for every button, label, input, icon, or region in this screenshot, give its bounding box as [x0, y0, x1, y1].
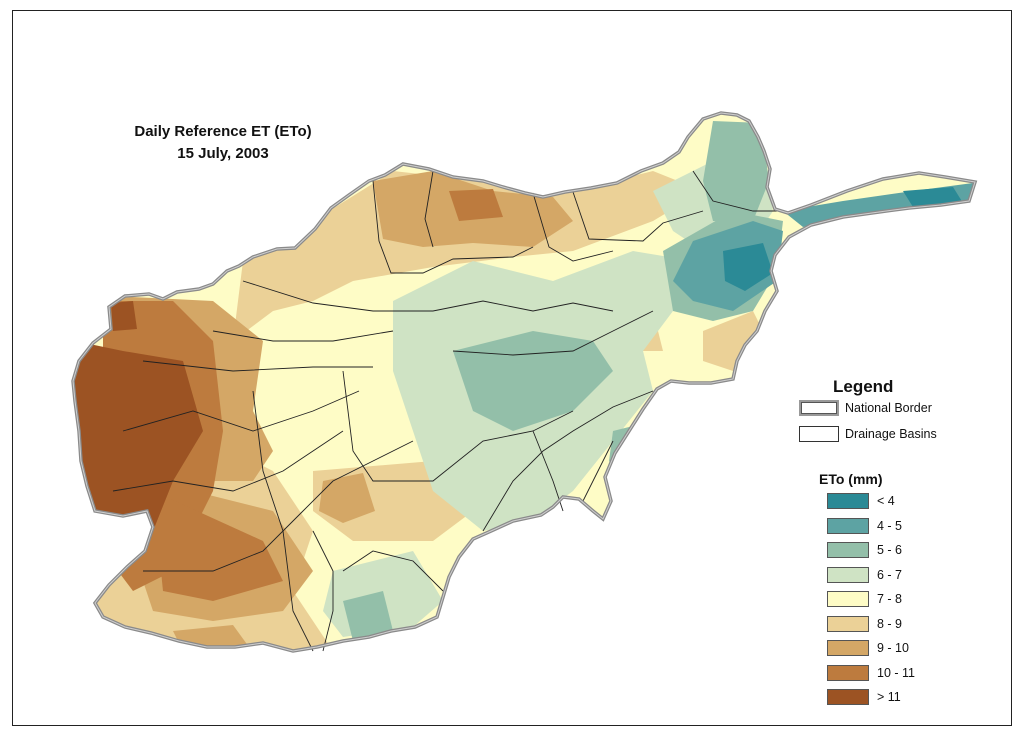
national-border-swatch	[799, 400, 839, 416]
map-frame: Daily Reference ET (ETo) 15 July, 2003 L…	[12, 10, 1012, 726]
eto-class-swatch	[827, 566, 869, 583]
eto-class-row: > 11	[827, 689, 901, 705]
eto-class-swatch	[827, 542, 869, 558]
eto-class-swatch	[827, 615, 869, 632]
map-date: 15 July, 2003	[177, 145, 269, 162]
eto-class-row: 6 - 7	[827, 566, 903, 583]
map-title: Daily Reference ET (ETo)	[134, 123, 312, 140]
legend-national-border: National Border	[799, 399, 932, 417]
drainage-basins-swatch	[799, 426, 839, 442]
legend-title: Legend	[833, 377, 894, 396]
eto-class-label: 5 - 6	[877, 543, 903, 557]
eto-class-row: < 4	[827, 493, 895, 509]
eto-class-row: 10 - 11	[827, 664, 915, 681]
eto-class-row: 4 - 5	[827, 517, 903, 534]
eto-class-row: 7 - 8	[827, 591, 902, 607]
eto-legend-title: ETo (mm)	[819, 471, 883, 487]
eto-class-label: 7 - 8	[877, 592, 903, 606]
eto-class-label: 10 - 11	[877, 665, 915, 680]
legend-drainage-basins: Drainage Basins	[799, 425, 937, 443]
eto-class-label: < 4	[877, 494, 895, 508]
drainage-basin-lines	[112, 170, 777, 652]
eto-class-row: 9 - 10	[827, 640, 909, 656]
eto-class-swatch	[827, 664, 869, 681]
eto-class-row: 8 - 9	[827, 615, 903, 632]
eto-class-swatch	[827, 517, 869, 534]
eto-class-label: 8 - 9	[877, 616, 903, 631]
eto-class-swatch	[827, 640, 869, 656]
eto-class-label: 9 - 10	[877, 641, 909, 655]
eto-map	[71, 111, 978, 653]
eto-class-row: 5 - 6	[827, 542, 902, 558]
eto-class-label: 6 - 7	[877, 567, 903, 582]
eto-class-label: > 11	[877, 690, 901, 704]
eto-class-label: 4 - 5	[877, 518, 903, 533]
drainage-basins-label: Drainage Basins	[845, 427, 937, 441]
eto-class-swatch	[827, 591, 869, 607]
national-border-inner	[72, 112, 976, 652]
eto-class-swatch	[827, 493, 869, 509]
national-border-label: National Border	[845, 401, 932, 415]
eto-class-swatch	[827, 689, 869, 705]
